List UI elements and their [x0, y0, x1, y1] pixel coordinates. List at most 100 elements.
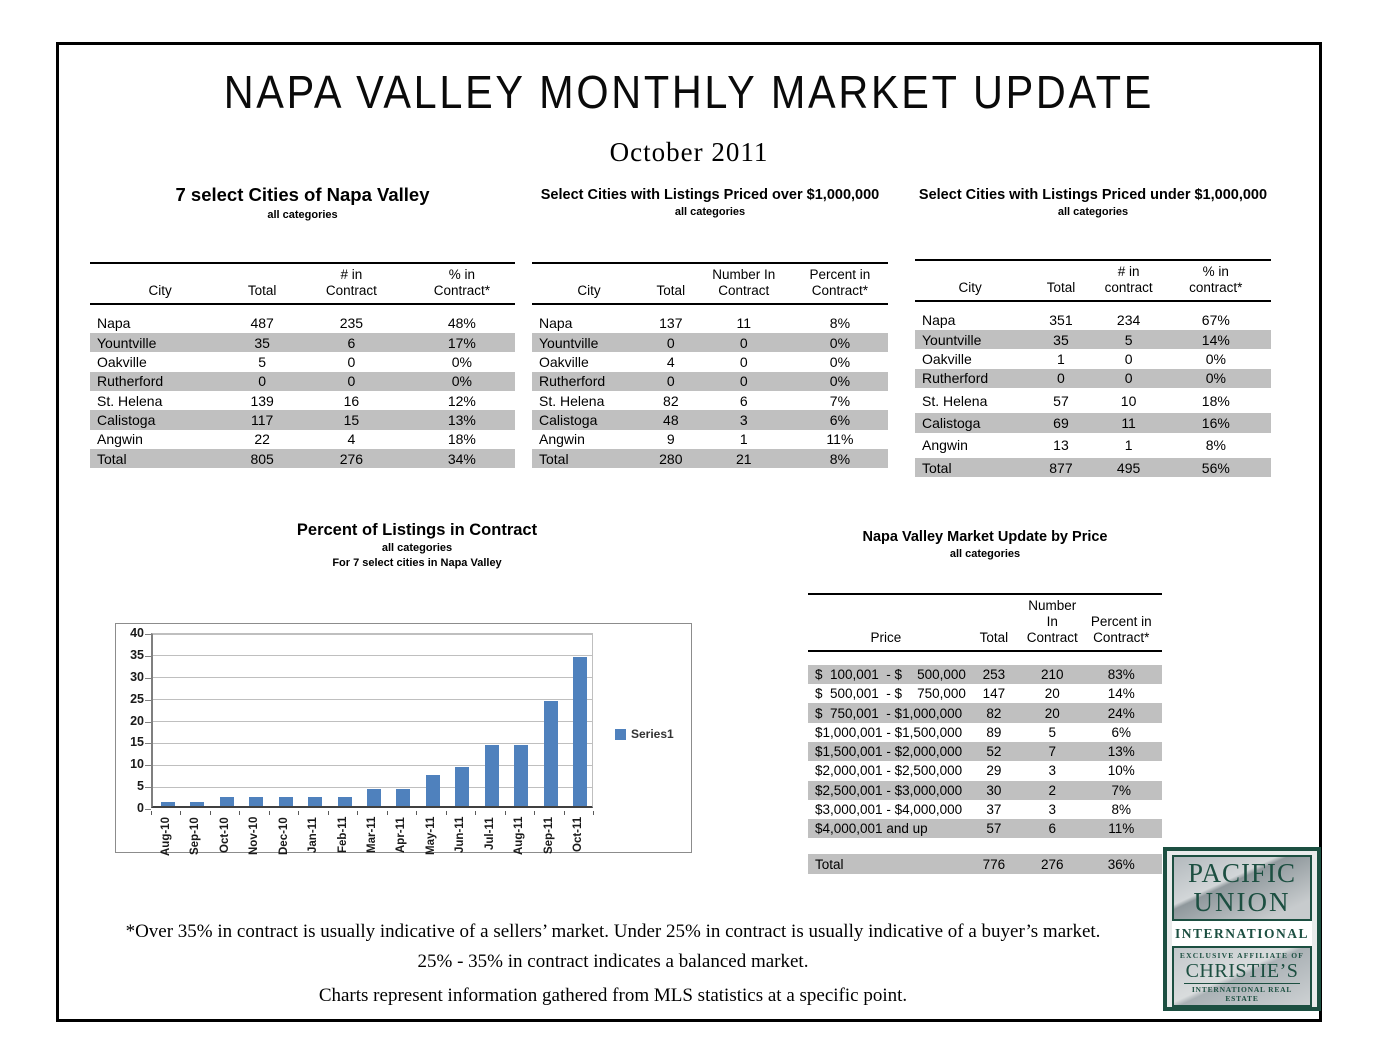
table-row: Yountville 35 6 17%	[90, 333, 515, 353]
table-cell: 0	[1057, 370, 1065, 387]
table-cell: 37	[986, 801, 1002, 817]
table-cell: 0%	[451, 373, 472, 390]
x-axis-tick	[327, 811, 329, 815]
table-cell: 57	[986, 821, 1002, 837]
bar	[514, 744, 529, 806]
table-row: Calistoga 69 11 16%	[915, 413, 1271, 433]
table-cell: 10%	[1107, 763, 1135, 779]
x-axis-tick	[209, 811, 211, 815]
table-cell: Oakville	[539, 354, 589, 371]
x-axis-label: Jun-11	[454, 817, 467, 854]
table-row: Napa 487 235 48%	[90, 314, 515, 333]
table-cell: 17%	[447, 334, 476, 351]
table-cell: 16%	[1201, 414, 1230, 431]
table-row: Angwin 22 4 18%	[90, 430, 515, 449]
y-axis-tick-label: 0	[137, 801, 144, 815]
table-row: $2,500,001 - $3,000,000 30 2 7%	[808, 780, 1162, 800]
table-cell: 52	[986, 744, 1002, 760]
table-total-row: Total 776 276 36%	[808, 854, 1162, 874]
table-cell: 5	[1124, 331, 1133, 348]
table-cell: 8%	[829, 315, 851, 332]
table-cell: 18%	[447, 431, 476, 448]
table-cell: 276	[339, 450, 364, 467]
table-cell: 11%	[1108, 821, 1135, 837]
table-row: Total 877 495 56%	[915, 457, 1271, 478]
table-cell: 5	[258, 354, 267, 371]
table-cell: Rutherford	[539, 373, 606, 390]
gridline	[153, 764, 592, 766]
table-cell: 0	[666, 334, 675, 351]
table-cell: Angwin	[539, 431, 585, 448]
chart-subtitle: all categories	[381, 542, 453, 554]
y-axis-tick	[145, 721, 151, 723]
y-axis-tick-label: 30	[130, 669, 144, 684]
table-cell: 235	[339, 315, 364, 332]
chart-legend: Series1	[615, 727, 674, 741]
table-cell: 487	[250, 315, 274, 332]
table-cell: 24%	[1107, 705, 1135, 721]
column-header: City	[958, 279, 982, 295]
table-cell: 82	[986, 705, 1002, 721]
table-row: Calistoga 117 15 13%	[90, 410, 515, 430]
table-cell: 776	[982, 856, 1006, 872]
bar	[308, 797, 323, 806]
y-axis-tick-label: 25	[130, 691, 144, 706]
bar	[425, 775, 440, 806]
logo-christies-panel: EXCLUSIVE AFFILIATE OF CHRISTIE’S INTERN…	[1172, 946, 1312, 1007]
table-row: St. Helena 82 6 7%	[532, 391, 888, 410]
table-cell: Oakville	[97, 354, 147, 371]
logo-international-band: INTERNATIONAL	[1172, 921, 1312, 946]
bar	[543, 701, 558, 806]
table-cell: 13%	[447, 411, 476, 428]
table-cell: 8%	[1111, 801, 1131, 817]
y-axis-tick	[145, 809, 151, 810]
table-cell: 12%	[447, 392, 476, 409]
table-cell: 0	[739, 354, 748, 371]
table-cell: 5	[1048, 724, 1056, 740]
table-row: Napa 137 11 8%	[532, 314, 888, 333]
chart-subtitle2: For 7 select cities in Napa Valley	[332, 557, 502, 570]
table-cell: 22	[254, 431, 270, 448]
table-title-text: Napa Valley Market Update by Price	[862, 529, 1108, 545]
table-cell: 0%	[1205, 370, 1226, 387]
table-cell: 8%	[1205, 437, 1226, 454]
table-row: Angwin 9 1 11%	[532, 430, 888, 449]
x-axis-tick	[268, 811, 270, 815]
table-cell: 877	[1049, 459, 1073, 476]
column-header: # in Contract	[325, 267, 377, 298]
y-axis-tick	[145, 765, 151, 767]
table-header-row: City Total # in contract % in contract*	[915, 259, 1271, 302]
table-cell: 805	[250, 450, 274, 467]
y-axis-tick	[145, 677, 151, 679]
price-table-title: Napa Valley Market Update by Price all c…	[808, 529, 1162, 560]
table-cell: 83%	[1107, 666, 1135, 682]
table-cell: 1	[739, 431, 748, 448]
over-million-table: City Total Number In Contract Percent in Co…	[532, 262, 888, 469]
table-row: $1,500,001 - $2,000,000 52 7 13%	[808, 741, 1162, 762]
gridline	[153, 677, 592, 679]
table-cell: 0%	[829, 373, 851, 390]
table-subtitle: all categories	[267, 209, 338, 221]
table-cell: 0%	[1205, 351, 1226, 368]
legend-swatch	[615, 728, 626, 740]
table-cell: Total	[539, 450, 569, 467]
x-axis-tick	[475, 811, 477, 815]
table-body: Napa 351 234 67% Yountville 35 5 14% Oakville 1 0 0…	[915, 302, 1271, 478]
table-cell: 3	[739, 411, 748, 428]
x-axis-tick	[504, 811, 506, 815]
price-table: Price Total Number In Contract Percent in C…	[808, 593, 1162, 874]
table-row: Oakville 1 0 0%	[915, 349, 1271, 368]
table-cell: 0	[739, 334, 748, 351]
y-axis-tick	[145, 655, 151, 657]
table-cell: 34%	[447, 450, 476, 467]
table-cell: $4,000,001 and up	[815, 821, 928, 837]
table-cell: 117	[250, 411, 274, 428]
table-title-text: Select Cities with Listings Priced over …	[540, 187, 880, 203]
table-row: $3,000,001 - $4,000,000 37 3 8%	[808, 800, 1162, 819]
table-row: Calistoga 48 3 6%	[532, 410, 888, 430]
x-axis-label: Feb-11	[336, 817, 349, 854]
bar	[160, 801, 175, 806]
column-header: City	[577, 282, 601, 298]
column-header: Total	[1046, 279, 1076, 295]
column-header: Number In Contract	[712, 267, 776, 298]
